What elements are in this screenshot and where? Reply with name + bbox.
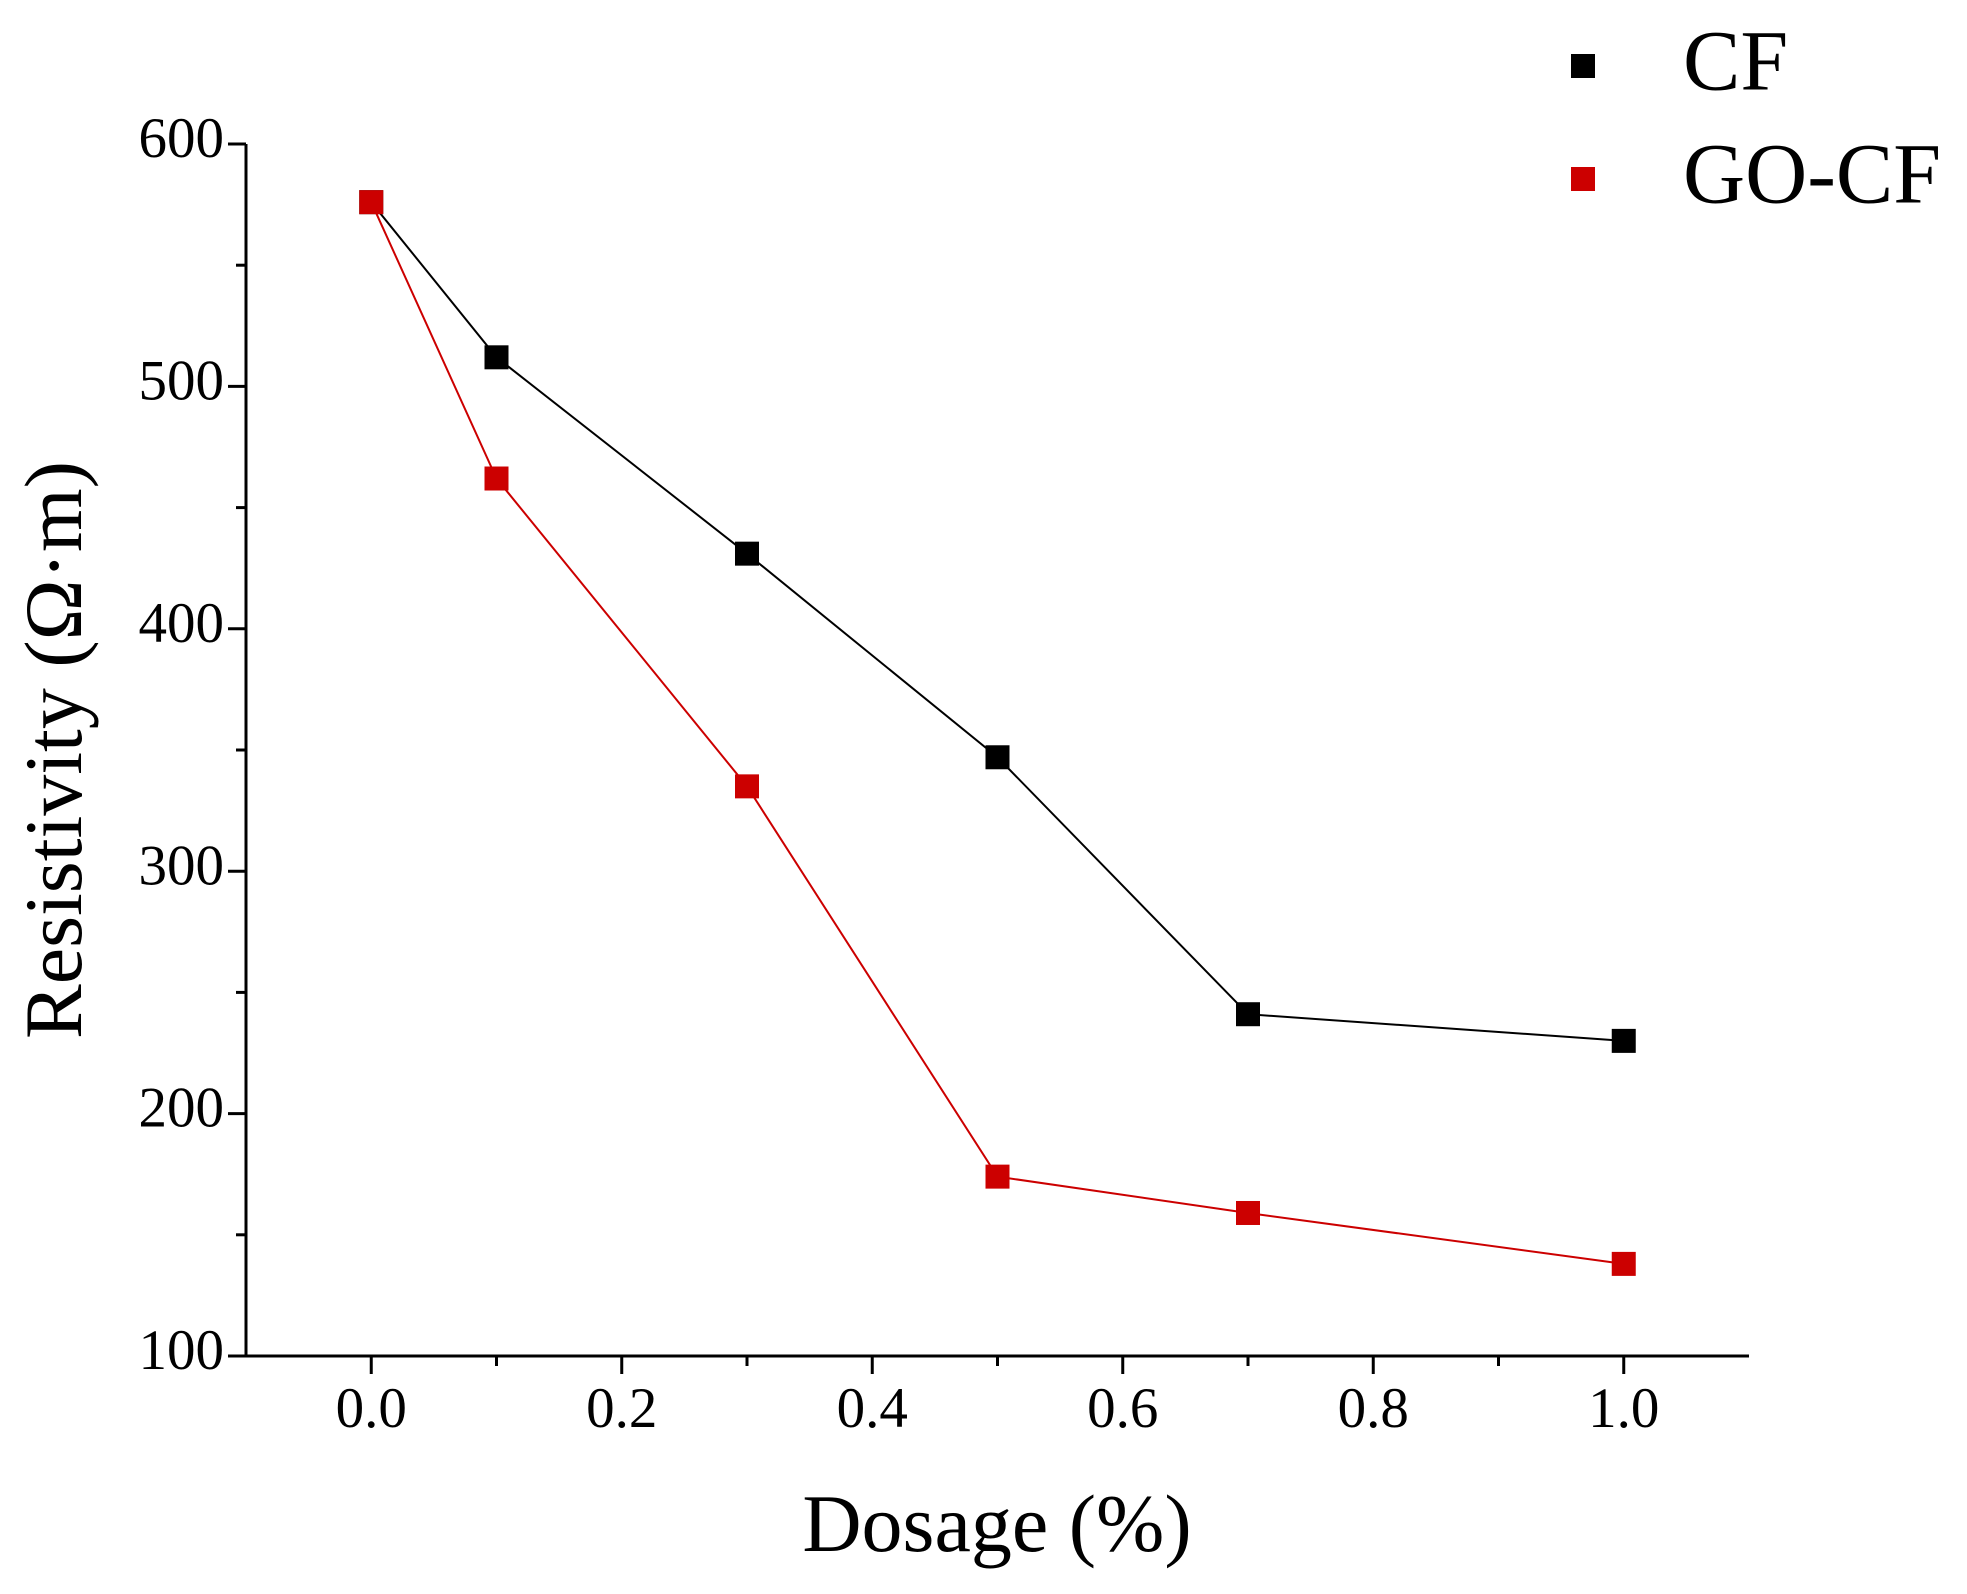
x-tick-label: 0.0 <box>336 1377 407 1440</box>
point <box>735 541 759 566</box>
y-tick-label: 400 <box>139 592 225 655</box>
y-tick-label: 500 <box>139 349 225 412</box>
x-tick-label: 0.8 <box>1338 1377 1409 1440</box>
point <box>1611 1251 1636 1276</box>
y-axis-label: Resistivity (Ω·m) <box>8 461 99 1039</box>
x-tick-label: 1.0 <box>1588 1377 1659 1440</box>
x-tick-label: 0.6 <box>1087 1377 1158 1440</box>
point <box>735 774 759 799</box>
legend-marker <box>1571 167 1595 191</box>
point <box>484 345 509 370</box>
x-axis-label: Dosage (%) <box>802 1478 1191 1569</box>
legend-label: GO-CF <box>1683 126 1941 222</box>
point <box>1611 1028 1636 1053</box>
legend-marker <box>1571 54 1595 78</box>
y-tick-label: 300 <box>139 834 225 897</box>
point <box>1236 1002 1260 1027</box>
legend-label: CF <box>1683 13 1788 109</box>
point <box>359 190 384 215</box>
point <box>1236 1200 1260 1225</box>
series-line <box>370 201 1624 1265</box>
point <box>985 1164 1010 1189</box>
y-tick-label: 100 <box>139 1319 225 1382</box>
y-tick-label: 600 <box>139 107 225 170</box>
y-tick-label: 200 <box>139 1077 225 1140</box>
point <box>484 466 509 491</box>
series-line <box>370 201 1624 1042</box>
x-tick-label: 0.4 <box>837 1377 908 1440</box>
point <box>985 745 1010 770</box>
x-tick-label: 0.2 <box>586 1377 657 1440</box>
